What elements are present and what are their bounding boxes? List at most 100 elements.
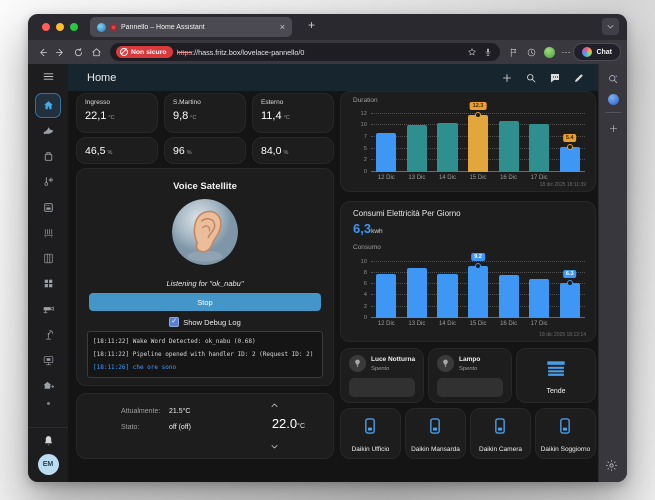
reload-button[interactable] — [70, 44, 87, 60]
light-tile-luce-notturna[interactable]: Luce Notturna Spento — [340, 348, 424, 403]
ai-search-icon[interactable] — [605, 71, 621, 87]
brightness-slider[interactable] — [437, 378, 503, 397]
sidebar-item-radiator[interactable] — [35, 220, 61, 245]
browser-content: EM Home — [28, 64, 627, 482]
more-tools-button[interactable]: ⋯ — [561, 46, 571, 57]
bar-slot — [432, 256, 463, 318]
bar-slot: 6.3 — [554, 256, 585, 318]
x-axis-tick-label: 17 Dic — [530, 175, 548, 181]
sidebar-item-oven[interactable] — [35, 195, 61, 220]
history-icon[interactable] — [523, 44, 540, 60]
chat-button[interactable]: Chat — [573, 43, 621, 61]
climate-button-daikin-soggiorno[interactable]: Daikin Soggiorno — [535, 408, 596, 459]
climate-button-label: Daikin Ufficio — [351, 446, 390, 453]
state-value: off (off) — [169, 424, 191, 431]
edit-dashboard-button[interactable] — [570, 70, 588, 86]
forward-button[interactable] — [52, 44, 69, 60]
climate-button-daikin-ufficio[interactable]: Daikin Ufficio — [340, 408, 401, 459]
chart-title: Duration — [353, 97, 378, 104]
sensor-card-smartino[interactable]: S.Martino 9,8 °C — [164, 93, 246, 133]
new-tab-button[interactable]: + — [308, 18, 316, 32]
y-axis-tick-label: 12 — [360, 110, 367, 117]
bar-slot — [493, 108, 524, 172]
target-temperature[interactable]: 22.0°C — [271, 416, 305, 431]
tab-close-button[interactable]: × — [279, 21, 285, 32]
cabinet-icon — [42, 252, 55, 265]
humidity-card-3[interactable]: 84,0% — [252, 137, 334, 164]
bar — [559, 146, 580, 172]
temp-down-button[interactable] — [267, 442, 281, 451]
tab-list-chevron-button[interactable] — [602, 18, 619, 35]
sidebar-item-home[interactable] — [35, 92, 61, 118]
temp-up-button[interactable] — [267, 401, 281, 410]
bar-slot: 9.2 — [463, 253, 494, 318]
satellite-antenna-icon — [42, 328, 55, 341]
sidebar-item-cabinet[interactable] — [35, 246, 61, 271]
bar — [529, 123, 550, 172]
sidebar-item-camera[interactable] — [35, 297, 61, 322]
search-button[interactable] — [522, 70, 540, 86]
window-minimize-button[interactable] — [56, 23, 64, 31]
lightbulb-off-icon[interactable] — [349, 355, 366, 372]
stop-button[interactable]: Stop — [89, 293, 321, 311]
humidity-card-1[interactable]: 46,5% — [76, 137, 158, 164]
settings-gear-icon[interactable] — [605, 459, 621, 475]
menu-icon[interactable] — [42, 70, 55, 83]
x-axis-tick-label: 14 Dic — [438, 175, 456, 181]
browser-side-panel — [598, 64, 627, 482]
climate-button-daikin-camera[interactable]: Daikin Camera — [470, 408, 531, 459]
pinned-site-icon[interactable] — [607, 94, 619, 105]
assist-button[interactable] — [546, 70, 564, 86]
window-close-button[interactable] — [42, 23, 50, 31]
sidebar-item-satellite[interactable] — [35, 322, 61, 347]
ac-remote-icon — [490, 416, 512, 438]
add-panel-button[interactable] — [605, 120, 621, 136]
duration-chart-xlabels: 12 Dic 13 Dic 14 Dic 15 Dic 16 Dic 17 Dic — [371, 175, 585, 181]
url-bar[interactable]: Non sicuro https://hass.fritz.box/lovela… — [110, 43, 501, 61]
energy-chart-plot: 0 2 4 6 8 10 9.2 6.3 — [361, 253, 585, 321]
energy-chart-card: Consumi Elettricità Per Giorno 6,3kwh Co… — [340, 201, 596, 342]
house-export-icon — [42, 379, 55, 392]
sidebar-item-bird[interactable] — [35, 118, 61, 143]
ha-header: Home — [68, 64, 598, 91]
sidebar-divider — [605, 112, 621, 113]
show-debug-log-checkbox[interactable]: ✓ — [169, 317, 180, 327]
bars: 9.2 6.3 — [371, 253, 585, 318]
home-button[interactable] — [88, 44, 105, 60]
sidebar-item-kiosk[interactable] — [35, 348, 61, 373]
x-axis-tick-label: 13 Dic — [408, 321, 426, 327]
bar-slot — [524, 108, 555, 172]
duration-chart-card: Duration 0 2 5 7 10 12 12.3 5.4 12 Dic 13 Dic 14 … — [340, 91, 596, 192]
cover-tile-tende[interactable]: Tende — [516, 348, 596, 403]
light-tile-lampo[interactable]: Lampo Spento — [428, 348, 512, 403]
thermostat-card: Attualmente: 21.5°C Stato: off (off) 22.… — [76, 393, 334, 459]
browser-tab-active[interactable]: Pannello – Home Assistant × — [90, 17, 292, 37]
back-button[interactable] — [34, 44, 51, 60]
duration-chart-plot: 0 2 5 7 10 12 12.3 5.4 — [361, 101, 585, 175]
sensor-card-ingresso[interactable]: Ingresso 22,1 °C — [76, 93, 158, 133]
bar — [437, 274, 458, 318]
microphone-in-use-icon[interactable] — [482, 46, 494, 58]
window-zoom-button[interactable] — [70, 23, 78, 31]
sensor-card-esterno[interactable]: Esterno 11,4 °C — [252, 93, 334, 133]
lightbulb-off-icon[interactable] — [437, 355, 454, 372]
brightness-slider[interactable] — [349, 378, 415, 397]
state-label: Stato: — [121, 424, 140, 431]
x-axis-tick-label: 16 Dic — [500, 175, 518, 181]
extension-green-icon[interactable] — [544, 46, 556, 58]
add-view-button[interactable] — [498, 70, 516, 86]
bookmark-star-icon[interactable] — [466, 46, 478, 58]
climate-button-daikin-mansarda[interactable]: Daikin Mansarda — [405, 408, 466, 459]
sidebar-item-appliance[interactable] — [35, 144, 61, 169]
copilot-chat-icon — [582, 47, 593, 57]
user-avatar[interactable]: EM — [37, 454, 59, 475]
sidebar-item-house-export[interactable] — [35, 373, 61, 398]
security-badge[interactable]: Non sicuro — [116, 46, 173, 58]
series-label: Consumo — [353, 244, 381, 251]
humidity-card-2[interactable]: 96% — [164, 137, 246, 164]
bar-slot — [371, 256, 402, 318]
notifications-bell-icon[interactable] — [42, 434, 55, 447]
sidebar-item-apps[interactable] — [35, 271, 61, 296]
extension-flag-icon[interactable] — [505, 44, 522, 60]
sidebar-item-climate[interactable] — [35, 169, 61, 194]
